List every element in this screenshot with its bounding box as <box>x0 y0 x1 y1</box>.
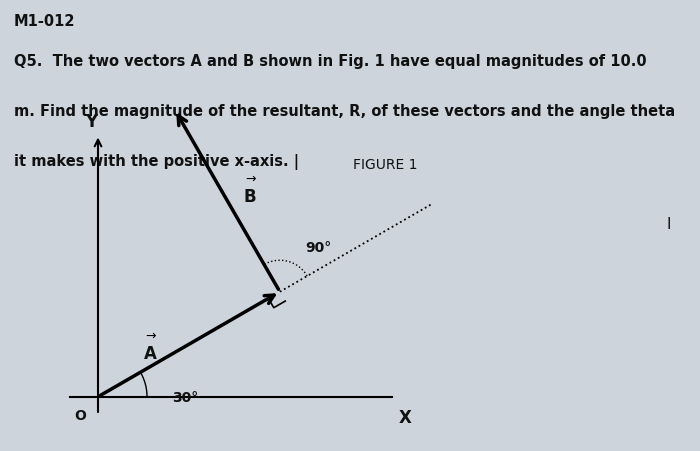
Text: Q5.  The two vectors A and B shown in Fig. 1 have equal magnitudes of 10.0: Q5. The two vectors A and B shown in Fig… <box>14 54 647 69</box>
Text: M1-012: M1-012 <box>14 14 76 28</box>
Text: B: B <box>244 188 256 206</box>
Text: O: O <box>75 408 86 422</box>
Text: →: → <box>245 172 255 185</box>
Text: 90°: 90° <box>305 240 331 254</box>
Text: I: I <box>666 216 671 231</box>
Text: m. Find the magnitude of the resultant, R, of these vectors and the angle theta: m. Find the magnitude of the resultant, … <box>14 104 675 119</box>
Text: →: → <box>145 329 155 342</box>
Text: 30°: 30° <box>173 390 199 404</box>
Text: X: X <box>399 408 412 426</box>
Text: FIGURE 1: FIGURE 1 <box>353 157 417 171</box>
Text: it makes with the positive x-axis. |: it makes with the positive x-axis. | <box>14 153 299 169</box>
Text: Y: Y <box>85 113 97 131</box>
Text: A: A <box>144 345 157 363</box>
